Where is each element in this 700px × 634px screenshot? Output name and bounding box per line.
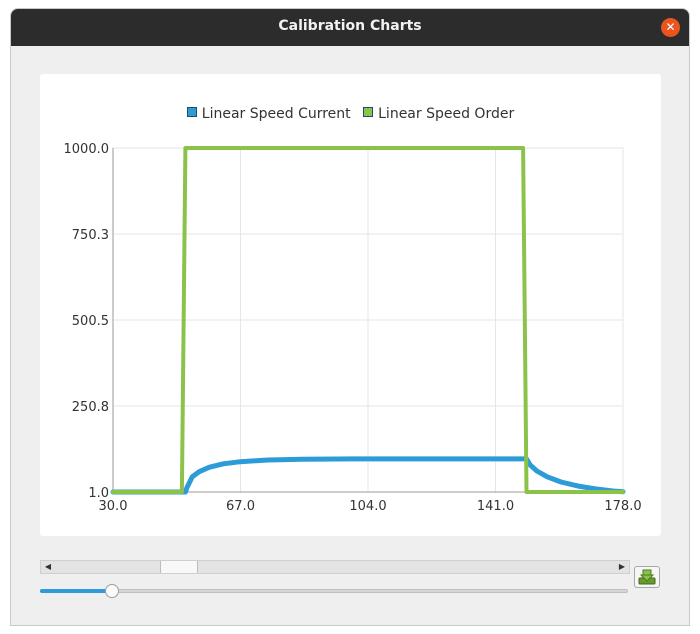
legend-swatch-order xyxy=(363,107,374,117)
horizontal-scrollbar[interactable]: ◀ ▶ xyxy=(40,560,630,574)
y-tick-label: 1000.0 xyxy=(64,142,110,157)
legend-item-current: Linear Speed Current xyxy=(186,106,351,122)
calibration-chart: 30.0 67.0 104.0 141.0 178.0 1000.0 750.3 500.5 2… xyxy=(64,142,642,514)
arrow-left-icon[interactable]: ◀ xyxy=(44,562,52,571)
legend-item-order: Linear Speed Order xyxy=(363,106,514,122)
x-tick-label: 178.0 xyxy=(604,499,641,514)
window-title: Calibration Charts xyxy=(278,18,422,34)
calibration-window: Calibration Charts ✕ 30.0 67.0 104.0 141.0 1… xyxy=(10,8,690,626)
slider-handle[interactable] xyxy=(104,584,119,598)
y-tick-label: 500.5 xyxy=(72,314,109,329)
legend-label-current: Linear Speed Current xyxy=(201,106,351,122)
chart-legend: Linear Speed Current Linear Speed Order xyxy=(40,106,661,122)
x-tick-label: 104.0 xyxy=(349,499,386,514)
title-bar[interactable]: Calibration Charts ✕ xyxy=(11,9,689,46)
y-tick-label: 1.0 xyxy=(88,486,109,501)
series-line-linear-speed-order xyxy=(111,146,625,494)
y-tick-label: 250.8 xyxy=(72,400,109,415)
arrow-right-icon[interactable]: ▶ xyxy=(618,562,626,571)
x-tick-label: 141.0 xyxy=(477,499,514,514)
slider-fill xyxy=(40,589,111,593)
zoom-slider[interactable] xyxy=(40,582,628,600)
x-tick-label: 30.0 xyxy=(99,499,128,514)
y-tick-label: 750.3 xyxy=(72,228,109,243)
close-icon[interactable]: ✕ xyxy=(661,18,680,37)
slider-groove xyxy=(40,589,628,593)
x-tick-label: 67.0 xyxy=(226,499,255,514)
save-chart-button[interactable] xyxy=(634,566,660,588)
chart-panel: 30.0 67.0 104.0 141.0 178.0 1000.0 750.3 500.5 2… xyxy=(40,74,661,536)
legend-label-order: Linear Speed Order xyxy=(378,106,515,122)
scrollbar-thumb[interactable] xyxy=(160,561,198,573)
download-save-icon xyxy=(638,569,656,585)
series-line-linear-speed-current xyxy=(110,456,626,495)
legend-swatch-current xyxy=(186,107,197,117)
